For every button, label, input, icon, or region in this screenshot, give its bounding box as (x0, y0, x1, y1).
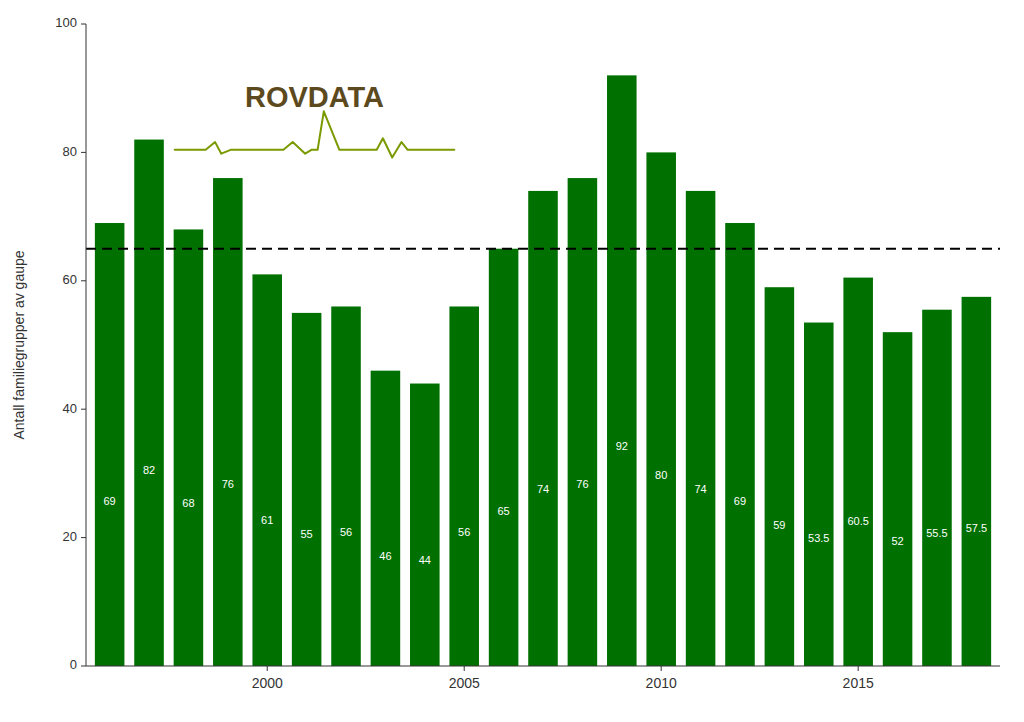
bar (962, 297, 992, 666)
data-label: 80 (655, 469, 667, 481)
data-label: 55.5 (926, 527, 947, 539)
data-label: 74 (694, 483, 706, 495)
bar (174, 229, 204, 666)
y-tick (81, 152, 86, 153)
y-tick-label: 0 (70, 657, 77, 672)
reference-line (86, 248, 1000, 250)
data-label: 76 (222, 478, 234, 490)
data-label: 82 (143, 464, 155, 476)
y-tick-label: 80 (63, 144, 77, 159)
chart-container: 0 20 40 60 80 100 2000 2005 2010 2015 69 82 68 76 61 55… (0, 0, 1024, 722)
data-label: 68 (182, 497, 194, 509)
bar (410, 384, 440, 666)
y-tick-label: 60 (63, 272, 77, 287)
x-tick-label: 2010 (646, 675, 677, 691)
chart-svg: 0 20 40 60 80 100 2000 2005 2010 2015 69 82 68 76 61 55… (0, 0, 1024, 722)
logo-line (175, 111, 455, 157)
bar (883, 332, 913, 666)
bar (922, 310, 952, 666)
logo-text: ROVDATA (245, 81, 384, 113)
y-tick-label: 20 (63, 529, 77, 544)
x-tick (464, 666, 465, 671)
data-label: 44 (419, 554, 431, 566)
bar (804, 323, 834, 666)
y-tick (81, 537, 86, 538)
x-tick (267, 666, 268, 671)
bar (646, 152, 676, 666)
data-label: 56 (458, 526, 470, 538)
x-tick-label: 2015 (843, 675, 874, 691)
data-label: 74 (537, 483, 549, 495)
bar (843, 278, 873, 666)
bar (528, 191, 558, 666)
y-tick (81, 24, 86, 25)
bar (95, 223, 125, 666)
y-axis-line (86, 24, 87, 666)
bar (568, 178, 598, 666)
data-label: 65 (497, 505, 509, 517)
data-label: 59 (773, 519, 785, 531)
x-tick (661, 666, 662, 671)
y-tick (81, 409, 86, 410)
y-tick-label: 100 (55, 15, 77, 30)
x-tick-label: 2005 (449, 675, 480, 691)
bar (252, 274, 282, 666)
data-label: 55 (300, 528, 312, 540)
plot-area (86, 75, 1000, 666)
data-label: 69 (104, 495, 116, 507)
data-label: 61 (261, 514, 273, 526)
data-label: 69 (734, 495, 746, 507)
bar (725, 223, 755, 666)
data-label: 57.5 (966, 522, 987, 534)
y-tick-label: 40 (63, 401, 77, 416)
y-tick (81, 280, 86, 281)
bar (292, 313, 322, 666)
bar (371, 371, 401, 666)
bar (686, 191, 716, 666)
data-label: 56 (340, 526, 352, 538)
y-axis-label: Antall familiegrupper av gaupe (11, 250, 27, 439)
bar (134, 140, 164, 666)
data-label: 46 (379, 550, 391, 562)
bar (607, 75, 637, 666)
x-axis-line (86, 666, 1000, 667)
data-label: 76 (576, 478, 588, 490)
data-label: 60.5 (847, 515, 868, 527)
bar (489, 249, 519, 666)
bar (449, 306, 479, 666)
y-tick (81, 666, 86, 667)
data-label: 92 (616, 440, 628, 452)
x-tick-label: 2000 (252, 675, 283, 691)
data-label: 52 (891, 535, 903, 547)
bar (213, 178, 243, 666)
data-label: 53.5 (808, 532, 829, 544)
bar (331, 306, 361, 666)
x-tick (858, 666, 859, 671)
bar (765, 287, 795, 666)
